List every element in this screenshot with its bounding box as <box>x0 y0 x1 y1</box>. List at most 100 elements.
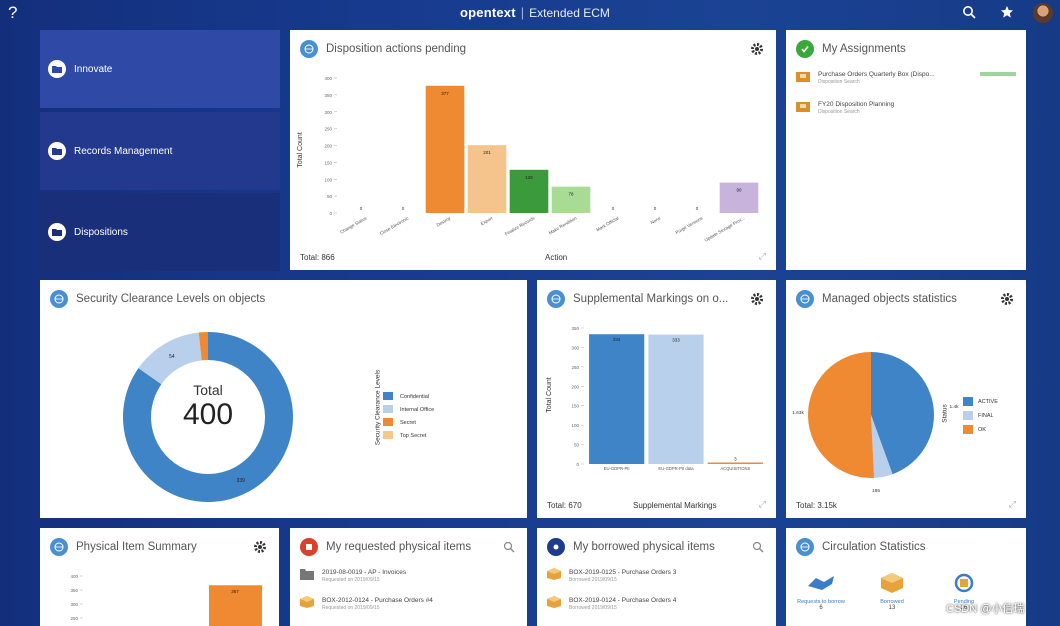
box-icon <box>300 596 314 608</box>
x-axis-label: Supplemental Markings <box>633 501 717 510</box>
card-header: My borrowed physical items <box>547 536 766 558</box>
bar-value-label: 3 <box>734 457 737 462</box>
disposition-actions-card: Disposition actions pending Total Count 4… <box>290 30 776 270</box>
x-tick-label: Mark Official <box>595 216 619 233</box>
legend-swatch <box>383 392 393 400</box>
nav-tile-dispositions[interactable]: Dispositions <box>40 193 280 271</box>
item-title: 2019-08-0019 - AP - Invoices <box>322 569 407 576</box>
donut-slice <box>122 332 293 502</box>
search-icon[interactable] <box>962 5 976 19</box>
bar-value-label: 367 <box>231 589 239 594</box>
stat-label: Borrowed <box>880 599 904 605</box>
legend-label: Secret <box>400 420 416 426</box>
card-header: Disposition actions pending <box>300 38 766 60</box>
settings-gear-icon[interactable] <box>750 42 764 56</box>
legend-label: Top Secret <box>400 433 427 439</box>
handshake-icon <box>808 576 834 590</box>
legend-swatch <box>963 411 973 420</box>
card-header: Security Clearance Levels on objects <box>50 288 517 310</box>
x-tick-label: Purge Versions <box>675 215 705 235</box>
card-title: Managed objects statistics <box>822 293 957 305</box>
expand-icon[interactable]: ⤢ <box>758 499 766 509</box>
disposition-bar-chart: Total Count 400 350 300 250 200 150 100 50 0 0 Chan… <box>297 76 759 243</box>
settings-gear-icon[interactable] <box>253 540 267 554</box>
favorites-star-icon[interactable] <box>1000 5 1014 19</box>
stat-label: Requests to borrow <box>797 599 845 605</box>
bar-value-label: 90 <box>736 188 742 193</box>
legend-label: FINAL <box>978 413 994 419</box>
nav-tile-innovate[interactable]: Innovate <box>40 30 280 108</box>
requested-item[interactable]: BOX-2012-0124 - Purchase Orders #4 Reque… <box>300 596 517 611</box>
y-tick-label: 300 <box>70 602 78 607</box>
x-tick-label: EU-GDPR-PII data <box>658 466 694 471</box>
stat-requests-to-borrow[interactable]: Requests to borrow 6 <box>792 572 850 611</box>
managed-pie-chart: 1.4k 185 1.63k ACTIVE FINAL OK <box>792 352 998 494</box>
y-tick-label: 300 <box>324 110 332 115</box>
bar-value-label: 0 <box>696 206 699 211</box>
card-title: My borrowed physical items <box>573 541 715 553</box>
refresh-box-icon <box>954 573 974 593</box>
item-title: BOX-2019-0125 - Purchase Orders 3 <box>569 569 677 576</box>
x-tick-label: Change Status <box>339 215 368 235</box>
card-title: My requested physical items <box>326 541 472 553</box>
bar-value-label: 0 <box>612 206 615 211</box>
stat-pending[interactable]: Pending 16 <box>936 572 992 611</box>
assignment-item[interactable]: Purchase Orders Quarterly Box (Dispo... … <box>796 70 1016 85</box>
donut-slice <box>138 332 202 385</box>
brand-logo: opentext <box>460 5 516 20</box>
requested-item[interactable]: 2019-08-0019 - AP - Invoices Requested o… <box>300 568 517 583</box>
y-tick-label: 150 <box>324 160 332 165</box>
search-icon[interactable] <box>752 541 764 553</box>
settings-gear-icon[interactable] <box>750 292 764 306</box>
card-header: My Assignments <box>796 38 1016 60</box>
borrowed-item[interactable]: BOX-2019-0125 - Purchase Orders 3 Borrow… <box>547 568 766 583</box>
legend-swatch <box>383 405 393 413</box>
expand-icon[interactable]: ⤢ <box>758 251 766 261</box>
assignment-subtitle: Disposition Search <box>818 79 860 85</box>
bar-value-label: 333 <box>672 338 680 343</box>
y-tick-label: 250 <box>324 127 332 132</box>
card-header: My requested physical items <box>300 536 517 558</box>
nav-label: Records Management <box>74 145 173 157</box>
request-icon <box>300 538 318 556</box>
security-donut-chart: 339 54 Confidential Internal Office Secret To… <box>122 332 434 502</box>
item-subtitle: Requested on 2019/09/15 <box>322 605 380 611</box>
legend-label: Confidential <box>400 394 429 400</box>
total-label: Total: 866 <box>300 253 335 262</box>
expand-icon[interactable]: ⤢ <box>1008 499 1016 509</box>
stat-borrowed[interactable]: Borrowed 13 <box>864 572 920 611</box>
item-title: BOX-2019-0124 - Purchase Orders 4 <box>569 597 677 604</box>
folder-icon <box>48 142 66 160</box>
y-axis-label: Total Count <box>546 377 553 412</box>
user-avatar[interactable] <box>1033 3 1053 23</box>
x-tick-label: EU-GDPR-PII <box>604 466 630 471</box>
card-header: Physical Item Summary <box>50 536 269 558</box>
nav-tile-records-management[interactable]: Records Management <box>40 112 280 190</box>
help-icon[interactable]: ? <box>8 3 18 22</box>
progress-bar <box>980 72 1016 76</box>
security-clearance-card: Security Clearance Levels on objects 339… <box>40 280 527 518</box>
settings-gear-icon[interactable] <box>1000 292 1014 306</box>
legend-swatch <box>383 431 393 439</box>
assignment-title: FY20 Disposition Planning <box>818 101 895 108</box>
stat-label: Pending <box>953 599 975 605</box>
x-tick-label: Update Storage Prov... <box>704 216 746 243</box>
y-tick-label: 100 <box>324 177 332 182</box>
slice-value-label: 185 <box>872 488 880 494</box>
borrowed-item[interactable]: BOX-2019-0124 - Purchase Orders 4 Borrow… <box>547 596 766 611</box>
physical-bar-chart: 400350300250200367 <box>70 574 262 626</box>
legend-label: ACTIVE <box>978 399 998 405</box>
bar-value-label: 0 <box>654 206 657 211</box>
search-icon[interactable] <box>503 541 515 553</box>
card-title: Security Clearance Levels on objects <box>76 293 266 305</box>
legend-swatch <box>963 397 973 406</box>
y-axis-label: Total Count <box>297 132 304 167</box>
globe-icon <box>50 538 68 556</box>
requested-items-card: My requested physical items 2019-08-0019… <box>290 528 527 626</box>
bar <box>707 462 763 464</box>
slice-value-label: 339 <box>237 478 246 484</box>
assignment-item[interactable]: FY20 Disposition Planning Disposition Se… <box>796 100 1016 115</box>
physical-item-summary-card: Physical Item Summary 400350300250200367 <box>40 528 279 626</box>
item-title: BOX-2012-0124 - Purchase Orders #4 <box>322 597 433 604</box>
product-name: Extended ECM <box>529 6 610 20</box>
